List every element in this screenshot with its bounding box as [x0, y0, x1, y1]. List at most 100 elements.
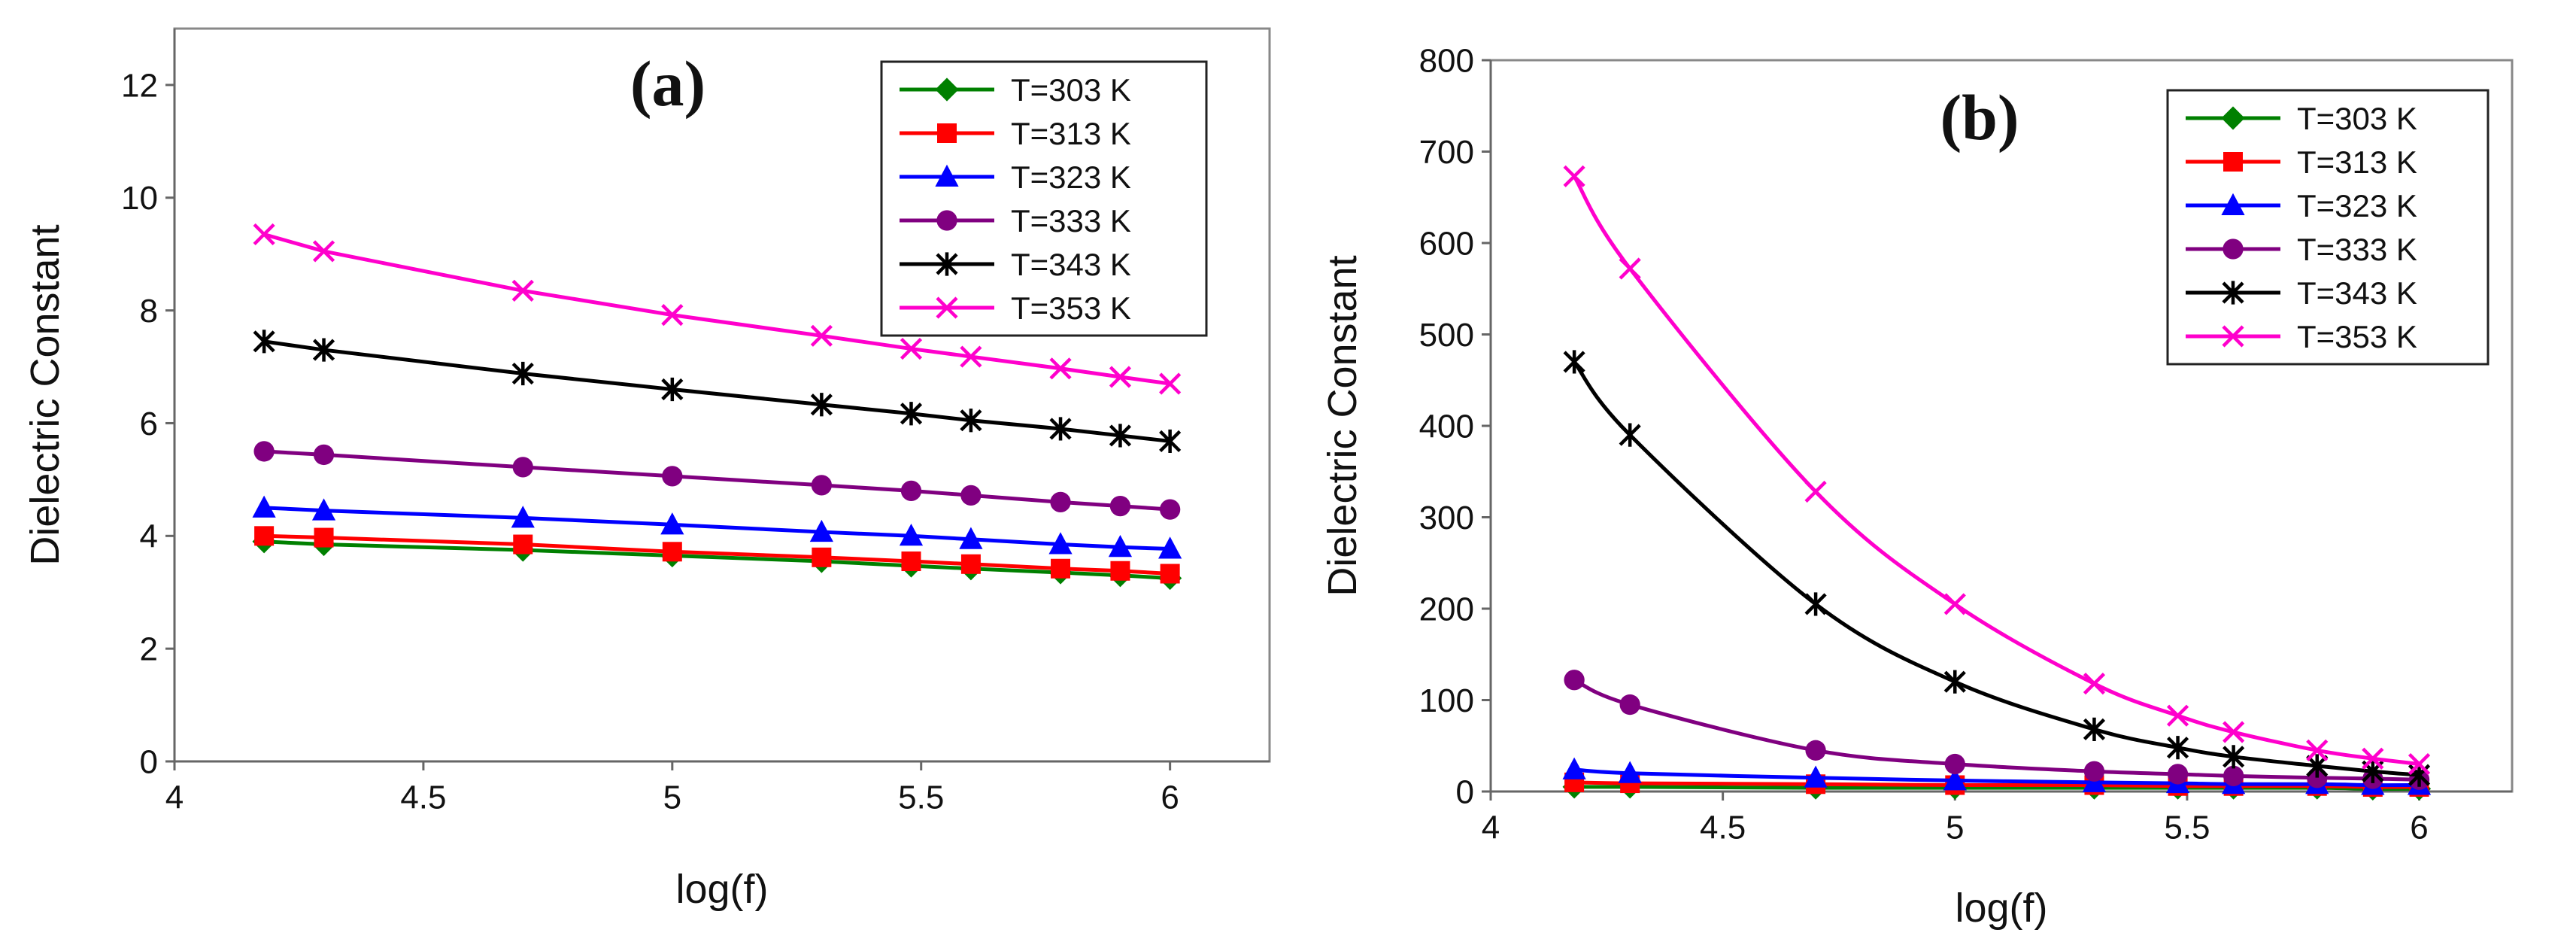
data-point: [253, 223, 275, 246]
data-point: [1108, 535, 1133, 558]
legend-entry-label: T=343 K: [2297, 275, 2417, 311]
data-point: [660, 512, 684, 535]
legend-marker: [2223, 239, 2244, 260]
data-point: [1109, 424, 1132, 448]
data-point: [1051, 558, 1071, 579]
data-point: [900, 480, 922, 502]
x-tick-label: 6: [2410, 810, 2428, 846]
data-point: [313, 444, 335, 466]
y-tick-label: 2: [140, 631, 158, 668]
data-point: [312, 338, 335, 362]
data-point: [1110, 561, 1130, 581]
data-point: [1160, 564, 1180, 584]
data-point: [2223, 721, 2245, 743]
x-tick-label: 5: [663, 779, 681, 816]
y-tick-label: 6: [140, 406, 158, 442]
data-point: [810, 324, 833, 347]
data-point: [1562, 757, 1586, 779]
data-point: [1804, 480, 1827, 503]
legend-entry-label: T=333 K: [2297, 232, 2417, 267]
data-point: [1619, 694, 1640, 716]
data-point: [511, 506, 535, 528]
data-point: [812, 547, 832, 567]
data-point: [1159, 372, 1182, 395]
data-point: [809, 519, 833, 542]
legend-entry-label: T=303 K: [2297, 101, 2417, 136]
legend-marker: [2221, 193, 2245, 215]
y-tick-label: 12: [121, 67, 158, 104]
series-line-333k: [263, 449, 1170, 512]
data-point: [1109, 495, 1131, 517]
y-tick-label: 8: [140, 293, 158, 330]
y-axis-title: Dielectric Constant: [23, 224, 68, 565]
legend-marker: [937, 123, 957, 143]
data-point: [960, 409, 982, 433]
data-point: [1050, 491, 1071, 513]
y-tick-label: 700: [1419, 134, 1474, 171]
series-line-343k: [263, 339, 1170, 443]
legend-marker: [2221, 106, 2245, 130]
y-tick-label: 0: [140, 743, 158, 780]
data-point: [1804, 765, 1828, 788]
x-axis-title: log(f): [1955, 886, 2047, 931]
data-point: [2083, 761, 2105, 782]
data-point: [960, 485, 982, 506]
panel-a-chart: 0 2 4 6 8 10 12 4 4.5 5 5.5 6 log(f) Dielectric Const…: [23, 27, 1271, 912]
data-point: [900, 337, 923, 360]
data-point: [1109, 366, 1132, 388]
data-point: [900, 402, 923, 426]
data-point: [662, 542, 682, 562]
data-point: [959, 527, 983, 549]
data-point: [1805, 740, 1826, 761]
data-point: [1944, 753, 1965, 775]
data-point: [2408, 752, 2431, 776]
data-point: [1943, 768, 1967, 791]
legend-entry-label: T=343 K: [1011, 247, 1131, 282]
y-tick-label: 100: [1419, 682, 1474, 719]
legend-entry-label: T=303 K: [1011, 72, 1131, 108]
x-tick-label: 5: [1946, 810, 1964, 846]
data-point: [1049, 357, 1072, 380]
data-point: [2362, 747, 2384, 770]
data-point: [1048, 532, 1073, 554]
y-tick-label: 300: [1419, 500, 1474, 536]
data-point: [253, 330, 275, 354]
y-tick-label: 600: [1419, 225, 1474, 262]
legend-box: [880, 60, 1208, 337]
panel-label: (b): [1940, 81, 2019, 153]
data-point: [2166, 704, 2189, 727]
data-point: [661, 304, 684, 327]
series-line-313k: [264, 533, 1170, 576]
legend-entry-label: T=353 K: [1011, 290, 1131, 326]
data-point: [253, 441, 275, 462]
legend-entry-label: T=323 K: [1011, 160, 1131, 195]
legend-marker: [2222, 281, 2244, 305]
data-point: [2167, 764, 2189, 785]
x-axis-title: log(f): [675, 867, 768, 912]
data-point: [960, 554, 981, 574]
y-tick-label: 800: [1419, 42, 1474, 79]
data-point: [513, 534, 533, 554]
legend-entry-label: T=323 K: [2297, 188, 2417, 223]
data-point: [511, 279, 534, 302]
data-point: [1159, 499, 1181, 520]
x-tick-label: 6: [1161, 779, 1179, 816]
series-line-323k: [264, 506, 1170, 551]
data-point: [661, 377, 684, 402]
data-point: [899, 524, 924, 546]
data-point: [2083, 673, 2106, 695]
y-tick-label: 0: [1456, 773, 1474, 810]
data-point: [511, 361, 534, 386]
data-point: [811, 475, 833, 496]
legend-box: [2166, 89, 2490, 366]
y-tick-label: 10: [121, 180, 158, 217]
series-line-353k: [263, 232, 1170, 386]
x-tick-label: 4: [1482, 810, 1500, 846]
data-point: [2223, 765, 2244, 786]
legend-marker: [936, 210, 957, 231]
data-point: [1618, 761, 1642, 783]
series-line-303k: [264, 539, 1170, 580]
data-point: [662, 466, 683, 487]
legend-marker: [936, 296, 958, 319]
